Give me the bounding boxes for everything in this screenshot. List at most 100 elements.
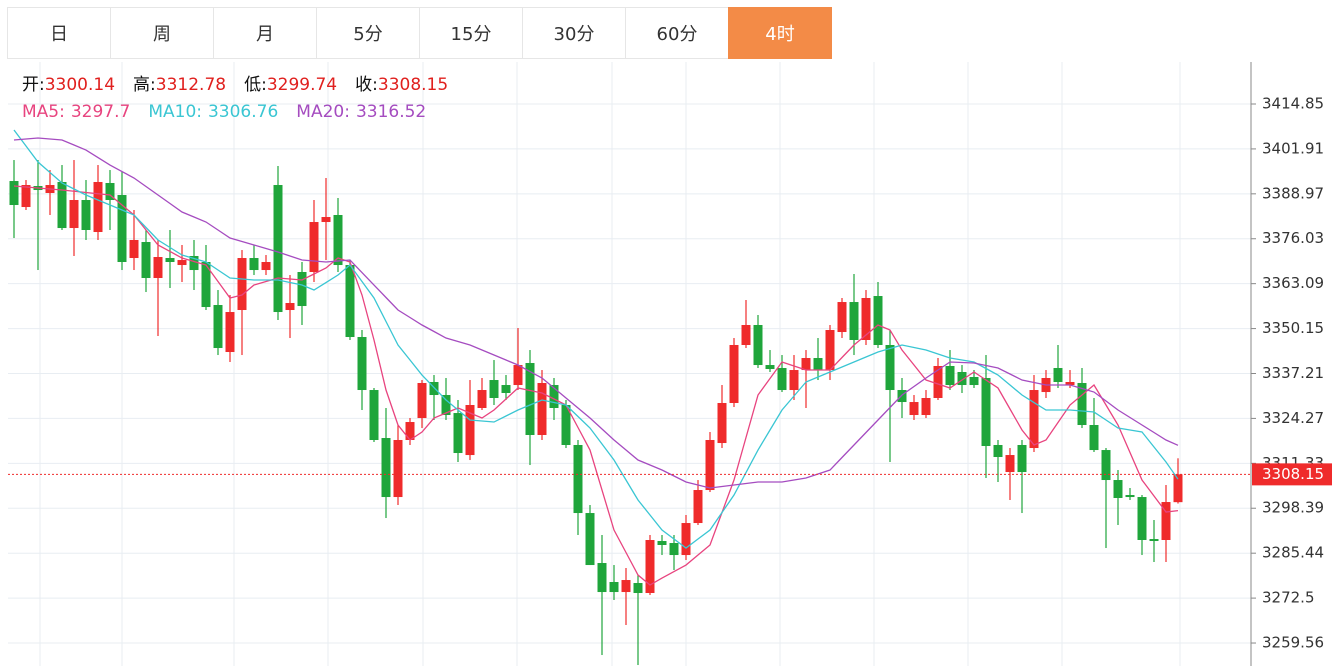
candle-body (681, 523, 691, 556)
ohlc-value: 3300.14 (44, 75, 116, 95)
period-tab[interactable]: 30分 (522, 7, 626, 59)
candle-body (813, 358, 823, 371)
candle-body (957, 372, 967, 386)
candle-body (465, 405, 475, 456)
candle-body (321, 217, 331, 223)
candle-body (489, 380, 499, 398)
candle-body (1113, 480, 1123, 499)
candle-body (1173, 474, 1183, 503)
period-tab[interactable]: 周 (110, 7, 214, 59)
candle-body (213, 305, 223, 349)
period-tabs: 日周月 5分 15分 30分 60分 4时 (7, 7, 832, 59)
candle-body (705, 439, 715, 491)
candle-body (57, 181, 67, 229)
candle-body (237, 258, 247, 311)
period-tab[interactable]: 5分 (316, 7, 420, 59)
period-tab[interactable]: 月 (213, 7, 317, 59)
candle-body (381, 438, 391, 498)
candle-body (621, 580, 631, 593)
candle-body (477, 390, 487, 408)
y-tick-label: 3337.21 (1262, 364, 1324, 382)
period-tab[interactable]: 日 (7, 7, 111, 59)
period-tab[interactable]: 60分 (625, 7, 729, 59)
ma-value: 3306.76 (207, 102, 279, 122)
candle-body (9, 181, 19, 206)
candle-body (1077, 383, 1087, 426)
candle-body (1017, 444, 1027, 473)
candle-body (609, 582, 619, 593)
candle-body (297, 271, 307, 307)
candle-body (1137, 497, 1147, 541)
current-price-box (1252, 463, 1332, 486)
candle-body (273, 185, 283, 313)
ma-value: 3297.7 (70, 102, 131, 122)
candle-body (357, 337, 367, 391)
candle-body (933, 365, 943, 398)
period-tab[interactable]: 4时 (728, 7, 832, 59)
candle-body (441, 395, 451, 416)
candle-body (753, 325, 763, 366)
candle-body (633, 583, 643, 594)
ma-label: MA20: (296, 102, 350, 122)
candle-body (177, 260, 187, 266)
candle-body (393, 439, 403, 498)
candle-body (909, 402, 919, 416)
candle-body (93, 181, 103, 233)
ma-line (13, 129, 1179, 549)
ohlc-label: 低: (244, 75, 267, 95)
ohlc-value: 3312.78 (155, 75, 227, 95)
candle-body (1029, 390, 1039, 449)
candle-body (777, 368, 787, 391)
y-tick-label: 3388.97 (1262, 184, 1324, 202)
candle-body (429, 381, 439, 396)
ohlc-label: 收: (355, 75, 378, 95)
candle-body (1005, 455, 1015, 473)
ma-line (13, 185, 1179, 586)
candle-body (885, 344, 895, 391)
ohlc-label: 高: (133, 75, 156, 95)
candle-body (801, 358, 811, 371)
candle-body (1065, 381, 1075, 386)
candle-body (945, 365, 955, 386)
y-tick-label: 3298.39 (1262, 499, 1324, 517)
candle-body (165, 258, 175, 263)
y-tick-label: 3350.15 (1262, 319, 1324, 337)
candle-body (453, 413, 463, 454)
candle-body (645, 540, 655, 594)
candle-body (285, 302, 295, 311)
candle-body (849, 302, 859, 340)
y-tick-label: 3259.56 (1262, 634, 1324, 652)
candle-body (1149, 539, 1159, 542)
candle-body (669, 543, 679, 556)
candle-body (21, 185, 31, 208)
candle-body (225, 312, 235, 353)
candle-body (105, 183, 115, 201)
candle-body (981, 378, 991, 447)
y-tick-label: 3376.03 (1262, 229, 1324, 247)
candle-body (1125, 495, 1135, 498)
ohlc-row: 开:3300.14 高:3312.78 低:3299.74 收:3308.15 (22, 72, 466, 99)
candle-body (1089, 425, 1099, 451)
ma-value: 3316.52 (355, 102, 427, 122)
candle-body (873, 296, 883, 345)
candle-body (513, 365, 523, 386)
candle-body (765, 365, 775, 370)
candle-body (117, 195, 127, 263)
candle-body (417, 383, 427, 419)
candle-body (729, 344, 739, 403)
ma-line (13, 137, 1179, 489)
candle-body (81, 200, 91, 230)
candle-body (153, 257, 163, 279)
candle-body (405, 422, 415, 440)
candle-body (309, 222, 319, 272)
ma-label: MA10: (148, 102, 202, 122)
candle-body (1053, 368, 1063, 382)
candle-body (597, 563, 607, 593)
candle-body (993, 444, 1003, 458)
ma-row: MA5: 3297.7 MA10: 3306.76 MA20: 3316.52 (22, 99, 466, 126)
period-tab[interactable]: 15分 (419, 7, 523, 59)
candle-body (501, 385, 511, 394)
candle-body (201, 262, 211, 308)
